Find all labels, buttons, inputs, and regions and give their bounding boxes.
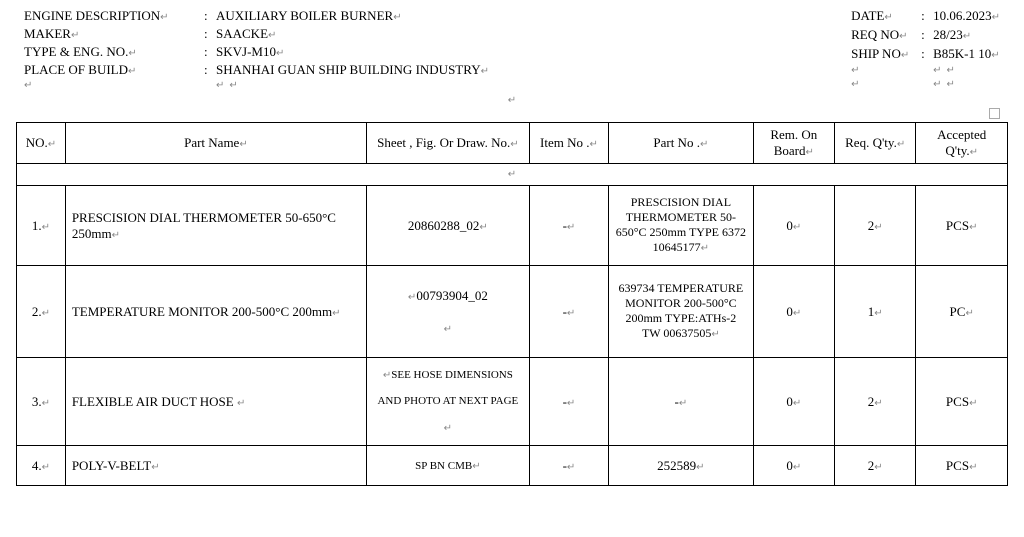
cell-acc: PCS↵ bbox=[916, 358, 1008, 446]
cell-no: 2.↵ bbox=[17, 266, 66, 358]
col-req: Req. Q'ty.↵ bbox=[834, 123, 915, 164]
type-label: TYPE & ENG. NO.↵ bbox=[24, 44, 204, 60]
colon: : bbox=[204, 8, 216, 24]
date-value: 10.06.2023↵ bbox=[933, 8, 1000, 25]
cell-req: 2↵ bbox=[834, 446, 915, 486]
cell-part-name: TEMPERATURE MONITOR 200-500°C 200mm↵ bbox=[65, 266, 366, 358]
table-header-row: NO.↵ Part Name↵ Sheet , Fig. Or Draw. No… bbox=[17, 123, 1008, 164]
date-label: DATE↵ bbox=[851, 8, 921, 25]
cell-part-name: FLEXIBLE AIR DUCT HOSE ↵ bbox=[65, 358, 366, 446]
maker-value: SAACKE↵ bbox=[216, 26, 489, 42]
cell-part-name: PRESCISION DIAL THERMOMETER 50-650°C 250… bbox=[65, 186, 366, 266]
col-acc: Accepted Q'ty.↵ bbox=[916, 123, 1008, 164]
header-right: DATE↵ : 10.06.2023↵ REQ NO↵ : 28/23↵ SHI… bbox=[851, 8, 1000, 91]
header-block: ENGINE DESCRIPTION↵ : AUXILIARY BOILER B… bbox=[16, 8, 1008, 91]
type-value: SKVJ-M10↵ bbox=[216, 44, 489, 60]
cell-item-no: -↵ bbox=[529, 446, 608, 486]
table-row: 2.↵TEMPERATURE MONITOR 200-500°C 200mm↵↵… bbox=[17, 266, 1008, 358]
checkbox-icon bbox=[989, 108, 1000, 119]
col-part-no: Part No .↵ bbox=[609, 123, 753, 164]
ship-no-value: B85K-1 10↵ bbox=[933, 46, 1000, 63]
col-item-no: Item No .↵ bbox=[529, 123, 608, 164]
ship-no-label: SHIP NO↵ bbox=[851, 46, 921, 63]
cell-rem: 0↵ bbox=[753, 266, 834, 358]
cell-item-no: -↵ bbox=[529, 266, 608, 358]
cell-part-no: 252589↵ bbox=[609, 446, 753, 486]
table-row: 4.↵POLY-V-BELT↵SP BN CMB↵-↵252589↵0↵2↵PC… bbox=[17, 446, 1008, 486]
spacer-cell: ↵ bbox=[17, 164, 1008, 186]
col-rem: Rem. On Board↵ bbox=[753, 123, 834, 164]
cell-req: 2↵ bbox=[834, 186, 915, 266]
engine-desc-value: AUXILIARY BOILER BURNER↵ bbox=[216, 8, 489, 24]
cell-rem: 0↵ bbox=[753, 358, 834, 446]
cell-rem: 0↵ bbox=[753, 446, 834, 486]
cell-sheet: SP BN CMB↵ bbox=[366, 446, 529, 486]
checkbox-area bbox=[16, 108, 1008, 122]
cell-acc: PC↵ bbox=[916, 266, 1008, 358]
req-no-label: REQ NO↵ bbox=[851, 27, 921, 44]
header-left: ENGINE DESCRIPTION↵ : AUXILIARY BOILER B… bbox=[24, 8, 489, 91]
cell-part-no: -↵ bbox=[609, 358, 753, 446]
place-label: PLACE OF BUILD↵ bbox=[24, 62, 204, 78]
cell-sheet: ↵00793904_02↵ bbox=[366, 266, 529, 358]
engine-desc-label: ENGINE DESCRIPTION↵ bbox=[24, 8, 204, 24]
cell-item-no: -↵ bbox=[529, 186, 608, 266]
table-row: 3.↵FLEXIBLE AIR DUCT HOSE ↵↵SEE HOSE DIM… bbox=[17, 358, 1008, 446]
cell-sheet: 20860288_02↵ bbox=[366, 186, 529, 266]
cell-no: 1.↵ bbox=[17, 186, 66, 266]
cell-part-no: PRESCISION DIAL THERMOMETER 50-650°C 250… bbox=[609, 186, 753, 266]
cell-acc: PCS↵ bbox=[916, 446, 1008, 486]
cell-rem: 0↵ bbox=[753, 186, 834, 266]
maker-label: MAKER↵ bbox=[24, 26, 204, 42]
table-row: 1.↵PRESCISION DIAL THERMOMETER 50-650°C … bbox=[17, 186, 1008, 266]
paragraph-mark: ↵ bbox=[16, 95, 1008, 106]
cell-item-no: -↵ bbox=[529, 358, 608, 446]
cell-req: 1↵ bbox=[834, 266, 915, 358]
parts-table: NO.↵ Part Name↵ Sheet , Fig. Or Draw. No… bbox=[16, 122, 1008, 486]
cell-no: 4.↵ bbox=[17, 446, 66, 486]
cell-no: 3.↵ bbox=[17, 358, 66, 446]
cell-acc: PCS↵ bbox=[916, 186, 1008, 266]
col-part-name: Part Name↵ bbox=[65, 123, 366, 164]
col-sheet: Sheet , Fig. Or Draw. No.↵ bbox=[366, 123, 529, 164]
place-value: SHANHAI GUAN SHIP BUILDING INDUSTRY↵ bbox=[216, 62, 489, 78]
col-no: NO.↵ bbox=[17, 123, 66, 164]
spacer-row: ↵ bbox=[17, 164, 1008, 186]
cell-part-no: 639734 TEMPERATURE MONITOR 200-500°C 200… bbox=[609, 266, 753, 358]
cell-part-name: POLY-V-BELT↵ bbox=[65, 446, 366, 486]
cell-sheet: ↵SEE HOSE DIMENSIONS AND PHOTO AT NEXT P… bbox=[366, 358, 529, 446]
cell-req: 2↵ bbox=[834, 358, 915, 446]
req-no-value: 28/23↵ bbox=[933, 27, 1000, 44]
